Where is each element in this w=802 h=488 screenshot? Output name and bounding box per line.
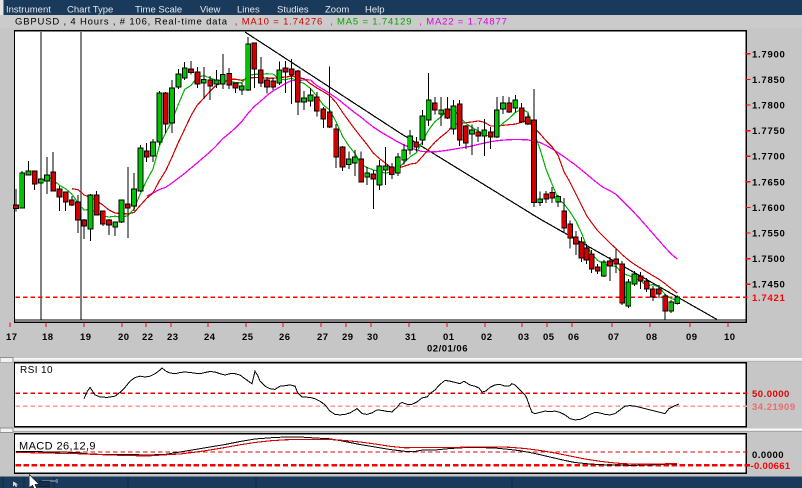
- svg-text:06: 06: [568, 332, 580, 343]
- svg-text:Lines: Lines: [237, 5, 260, 16]
- svg-text:-0.00661: -0.00661: [751, 461, 791, 472]
- svg-text:09: 09: [686, 332, 698, 343]
- svg-text:07: 07: [608, 332, 620, 343]
- svg-text:23: 23: [167, 332, 179, 343]
- svg-text:1.7650: 1.7650: [752, 177, 786, 188]
- svg-text:30: 30: [367, 332, 379, 343]
- svg-text:29: 29: [342, 332, 354, 343]
- svg-text:0.0000: 0.0000: [752, 450, 784, 461]
- svg-text:1.7421: 1.7421: [752, 293, 786, 304]
- svg-text:24: 24: [204, 332, 216, 343]
- svg-text:31: 31: [405, 332, 417, 343]
- svg-text:Time Scale: Time Scale: [135, 5, 182, 16]
- svg-text:MACD 26,12,9: MACD 26,12,9: [19, 441, 96, 453]
- svg-text:10: 10: [724, 332, 736, 343]
- svg-text:1.7500: 1.7500: [752, 254, 786, 265]
- svg-text:1.7600: 1.7600: [752, 203, 786, 214]
- svg-text:03: 03: [518, 332, 530, 343]
- svg-text:GBPUSD , 4 Hours , # 106, Real: GBPUSD , 4 Hours , # 106, Real-time data…: [15, 16, 508, 27]
- svg-text:02: 02: [481, 332, 493, 343]
- svg-text:25: 25: [242, 332, 254, 343]
- svg-text:Chart Type: Chart Type: [67, 5, 113, 16]
- svg-text:Zoom: Zoom: [325, 5, 349, 16]
- svg-text:Studies: Studies: [277, 5, 309, 16]
- svg-text:05: 05: [543, 332, 555, 343]
- svg-text:02/01/06: 02/01/06: [427, 344, 468, 355]
- svg-text:01: 01: [443, 332, 455, 343]
- svg-text:26: 26: [279, 332, 291, 343]
- svg-text:Help: Help: [365, 5, 385, 16]
- svg-text:View: View: [200, 5, 221, 16]
- svg-text:1.7800: 1.7800: [752, 101, 786, 112]
- svg-text:19: 19: [80, 332, 92, 343]
- svg-text:34.21909: 34.21909: [752, 402, 796, 413]
- svg-text:1.7550: 1.7550: [752, 229, 786, 240]
- svg-text:1.7900: 1.7900: [752, 49, 786, 60]
- svg-text:18: 18: [42, 332, 54, 343]
- svg-text:1.7850: 1.7850: [752, 75, 786, 86]
- svg-text:1.7450: 1.7450: [752, 280, 786, 291]
- svg-text:1.7700: 1.7700: [752, 152, 786, 163]
- svg-text:22: 22: [142, 332, 154, 343]
- svg-text:27: 27: [317, 332, 329, 343]
- svg-text:Instrument: Instrument: [6, 5, 51, 16]
- svg-text:RSI 10: RSI 10: [20, 365, 53, 376]
- svg-text:20: 20: [118, 332, 130, 343]
- svg-text:50.0000: 50.0000: [752, 389, 790, 400]
- svg-text:17: 17: [6, 332, 18, 343]
- svg-text:1.7750: 1.7750: [752, 126, 786, 137]
- svg-text:08: 08: [646, 332, 658, 343]
